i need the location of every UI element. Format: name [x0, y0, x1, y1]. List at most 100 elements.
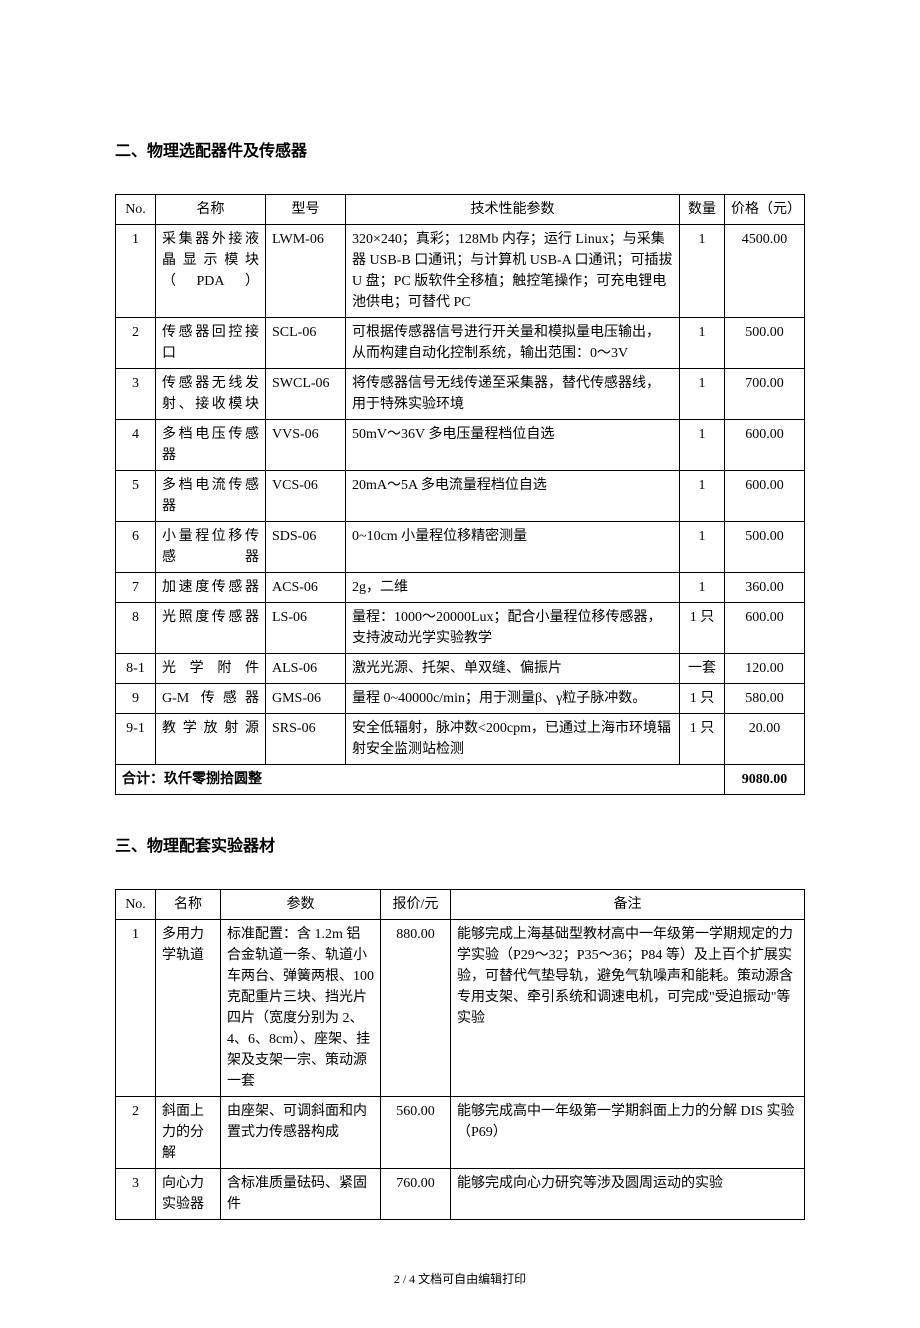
cell-model: LS-06 [266, 603, 346, 654]
cell-desc: 激光光源、托架、单双缝、偏振片 [346, 654, 680, 684]
cell-model: SRS-06 [266, 714, 346, 765]
cell-qty: 1 [680, 369, 725, 420]
page-footer: 2 / 4 文档可自由编辑打印 [115, 1270, 805, 1288]
section2-title: 三、物理配套实验器材 [115, 835, 805, 859]
cell-qty: 1 [680, 420, 725, 471]
cell-price: 20.00 [725, 714, 805, 765]
cell-name: 光学附件 [156, 654, 266, 684]
cell-no: 9 [116, 684, 156, 714]
cell-no: 1 [116, 920, 156, 1097]
cell-no: 9-1 [116, 714, 156, 765]
th-no: No. [116, 890, 156, 920]
cell-name: 加速度传感器 [156, 573, 266, 603]
cell-name: 斜面上力的分解 [156, 1097, 221, 1169]
cell-no: 3 [116, 369, 156, 420]
cell-no: 8 [116, 603, 156, 654]
cell-desc: 0~10cm 小量程位移精密测量 [346, 522, 680, 573]
cell-price: 760.00 [381, 1169, 451, 1220]
cell-qty: 1 只 [680, 714, 725, 765]
cell-desc: 20mA～5A 多电流量程档位自选 [346, 471, 680, 522]
cell-no: 4 [116, 420, 156, 471]
cell-price: 880.00 [381, 920, 451, 1097]
cell-desc: 2g，二维 [346, 573, 680, 603]
cell-param: 含标准质量砝码、紧固件 [221, 1169, 381, 1220]
table-row: 1采集器外接液晶显示模块（PDA）LWM-06320×240；真彩；128Mb … [116, 225, 805, 318]
cell-price: 600.00 [725, 471, 805, 522]
th-param: 参数 [221, 890, 381, 920]
section1-title: 二、物理选配器件及传感器 [115, 140, 805, 164]
cell-name: 教学放射源 [156, 714, 266, 765]
cell-desc: 将传感器信号无线传递至采集器，替代传感器线，用于特殊实验环境 [346, 369, 680, 420]
table-row: 6小量程位移传感器SDS-060~10cm 小量程位移精密测量1500.00 [116, 522, 805, 573]
cell-no: 2 [116, 318, 156, 369]
cell-name: 采集器外接液晶显示模块（PDA） [156, 225, 266, 318]
cell-note: 能够完成上海基础型教材高中一年级第一学期规定的力学实验（P29～32；P35～3… [451, 920, 805, 1097]
th-no: No. [116, 195, 156, 225]
table-row: 9G-M 传感器GMS-06量程 0~40000c/min；用于测量β、γ粒子脉… [116, 684, 805, 714]
table-row: 8光照度传感器LS-06量程：1000～20000Lux；配合小量程位移传感器，… [116, 603, 805, 654]
th-price: 价格（元） [725, 195, 805, 225]
cell-qty: 1 [680, 573, 725, 603]
cell-no: 2 [116, 1097, 156, 1169]
cell-price: 500.00 [725, 522, 805, 573]
table-equipment: No. 名称 参数 报价/元 备注 1多用力学轨道标准配置：含 1.2m 铝合金… [115, 889, 805, 1220]
table-row: 2传感器回控接口SCL-06可根据传感器信号进行开关量和模拟量电压输出，从而构建… [116, 318, 805, 369]
cell-name: 小量程位移传感器 [156, 522, 266, 573]
cell-name: 多档电压传感器 [156, 420, 266, 471]
total-value: 9080.00 [725, 765, 805, 795]
cell-desc: 量程：1000～20000Lux；配合小量程位移传感器，支持波动光学实验教学 [346, 603, 680, 654]
cell-price: 700.00 [725, 369, 805, 420]
cell-qty: 1 [680, 225, 725, 318]
cell-price: 600.00 [725, 603, 805, 654]
th-price: 报价/元 [381, 890, 451, 920]
cell-name: 传感器无线发射、接收模块 [156, 369, 266, 420]
cell-model: SWCL-06 [266, 369, 346, 420]
table-sensors: No. 名称 型号 技术性能参数 数量 价格（元） 1采集器外接液晶显示模块（P… [115, 194, 805, 795]
cell-no: 5 [116, 471, 156, 522]
cell-qty: 1 [680, 522, 725, 573]
th-qty: 数量 [680, 195, 725, 225]
cell-price: 580.00 [725, 684, 805, 714]
cell-qty: 1 只 [680, 684, 725, 714]
cell-qty: 1 只 [680, 603, 725, 654]
cell-desc: 量程 0~40000c/min；用于测量β、γ粒子脉冲数。 [346, 684, 680, 714]
cell-name: 多用力学轨道 [156, 920, 221, 1097]
total-row: 合计：玖仟零捌拾圆整 9080.00 [116, 765, 805, 795]
table-row: 7加速度传感器ACS-062g，二维1360.00 [116, 573, 805, 603]
th-model: 型号 [266, 195, 346, 225]
th-name: 名称 [156, 890, 221, 920]
table-header-row: No. 名称 型号 技术性能参数 数量 价格（元） [116, 195, 805, 225]
cell-price: 120.00 [725, 654, 805, 684]
cell-note: 能够完成高中一年级第一学期斜面上力的分解 DIS 实验（P69） [451, 1097, 805, 1169]
cell-param: 标准配置：含 1.2m 铝合金轨道一条、轨道小车两台、弹簧两根、100 克配重片… [221, 920, 381, 1097]
cell-no: 8-1 [116, 654, 156, 684]
cell-name: 传感器回控接口 [156, 318, 266, 369]
cell-model: ALS-06 [266, 654, 346, 684]
cell-name: 多档电流传感器 [156, 471, 266, 522]
cell-desc: 可根据传感器信号进行开关量和模拟量电压输出，从而构建自动化控制系统，输出范围：0… [346, 318, 680, 369]
cell-model: LWM-06 [266, 225, 346, 318]
table-row: 8-1光学附件ALS-06激光光源、托架、单双缝、偏振片一套120.00 [116, 654, 805, 684]
cell-no: 3 [116, 1169, 156, 1220]
cell-price: 4500.00 [725, 225, 805, 318]
cell-param: 由座架、可调斜面和内置式力传感器构成 [221, 1097, 381, 1169]
table-row: 1多用力学轨道标准配置：含 1.2m 铝合金轨道一条、轨道小车两台、弹簧两根、1… [116, 920, 805, 1097]
table-header-row: No. 名称 参数 报价/元 备注 [116, 890, 805, 920]
cell-price: 360.00 [725, 573, 805, 603]
cell-name: 光照度传感器 [156, 603, 266, 654]
th-name: 名称 [156, 195, 266, 225]
cell-no: 6 [116, 522, 156, 573]
table-row: 3传感器无线发射、接收模块SWCL-06将传感器信号无线传递至采集器，替代传感器… [116, 369, 805, 420]
cell-model: ACS-06 [266, 573, 346, 603]
table-row: 3向心力实验器含标准质量砝码、紧固件760.00能够完成向心力研究等涉及圆周运动… [116, 1169, 805, 1220]
cell-model: SCL-06 [266, 318, 346, 369]
th-note: 备注 [451, 890, 805, 920]
cell-model: GMS-06 [266, 684, 346, 714]
cell-name: G-M 传感器 [156, 684, 266, 714]
cell-price: 560.00 [381, 1097, 451, 1169]
table-row: 5多档电流传感器VCS-0620mA～5A 多电流量程档位自选1600.00 [116, 471, 805, 522]
cell-model: SDS-06 [266, 522, 346, 573]
cell-no: 1 [116, 225, 156, 318]
th-desc: 技术性能参数 [346, 195, 680, 225]
cell-name: 向心力实验器 [156, 1169, 221, 1220]
